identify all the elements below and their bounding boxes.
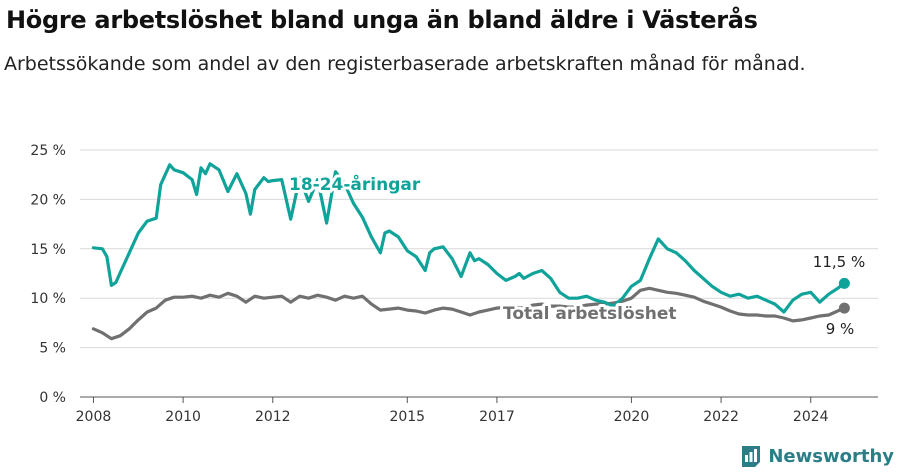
y-tick-label: 20 % [30,192,66,208]
series-label-total-halo: Total arbetslöshet [503,304,677,324]
brand: Newsworthy [740,444,894,468]
x-tick-label: 2020 [614,409,650,425]
y-tick-label: 0 % [39,390,66,406]
x-tick-label: 2008 [76,409,112,425]
y-tick-label: 25 % [30,143,66,159]
x-tick-label: 2012 [255,409,291,425]
series-lines [91,162,850,341]
series-label-youth-halo: 18-24-åringar [289,173,421,195]
y-tick-label: 10 % [30,291,66,307]
brand-name: Newsworthy [768,445,894,467]
y-axis: 0 % 5 % 10 % 15 % 20 % 25 % [30,143,66,406]
series-label-total: Total arbetslöshet [503,304,677,324]
x-tick-label: 2017 [479,409,515,425]
chart-title: Högre arbetslöshet bland unga än bland ä… [6,6,758,34]
x-tick-label: 2015 [389,409,425,425]
series-line-youth [91,162,846,314]
grid [80,149,878,398]
end-point-total [838,302,850,314]
end-label-total: 9 % [826,320,855,338]
end-label-youth: 11,5 % [813,253,865,271]
chart-subtitle: Arbetssökande som andel av den registerb… [4,53,806,75]
x-tick-label: 2010 [165,409,201,425]
y-tick-label: 5 % [39,341,66,357]
series-line-total [91,286,846,341]
x-axis: 2008 2010 2012 2015 2017 2020 2022 2024 [76,397,829,425]
end-point-youth [838,277,850,289]
series-label-youth: 18-24-åringar [289,173,421,195]
x-tick-label: 2022 [703,409,739,425]
x-tick-label: 2024 [793,409,829,425]
y-tick-label: 15 % [30,242,66,258]
newsworthy-logo-icon [742,446,761,467]
